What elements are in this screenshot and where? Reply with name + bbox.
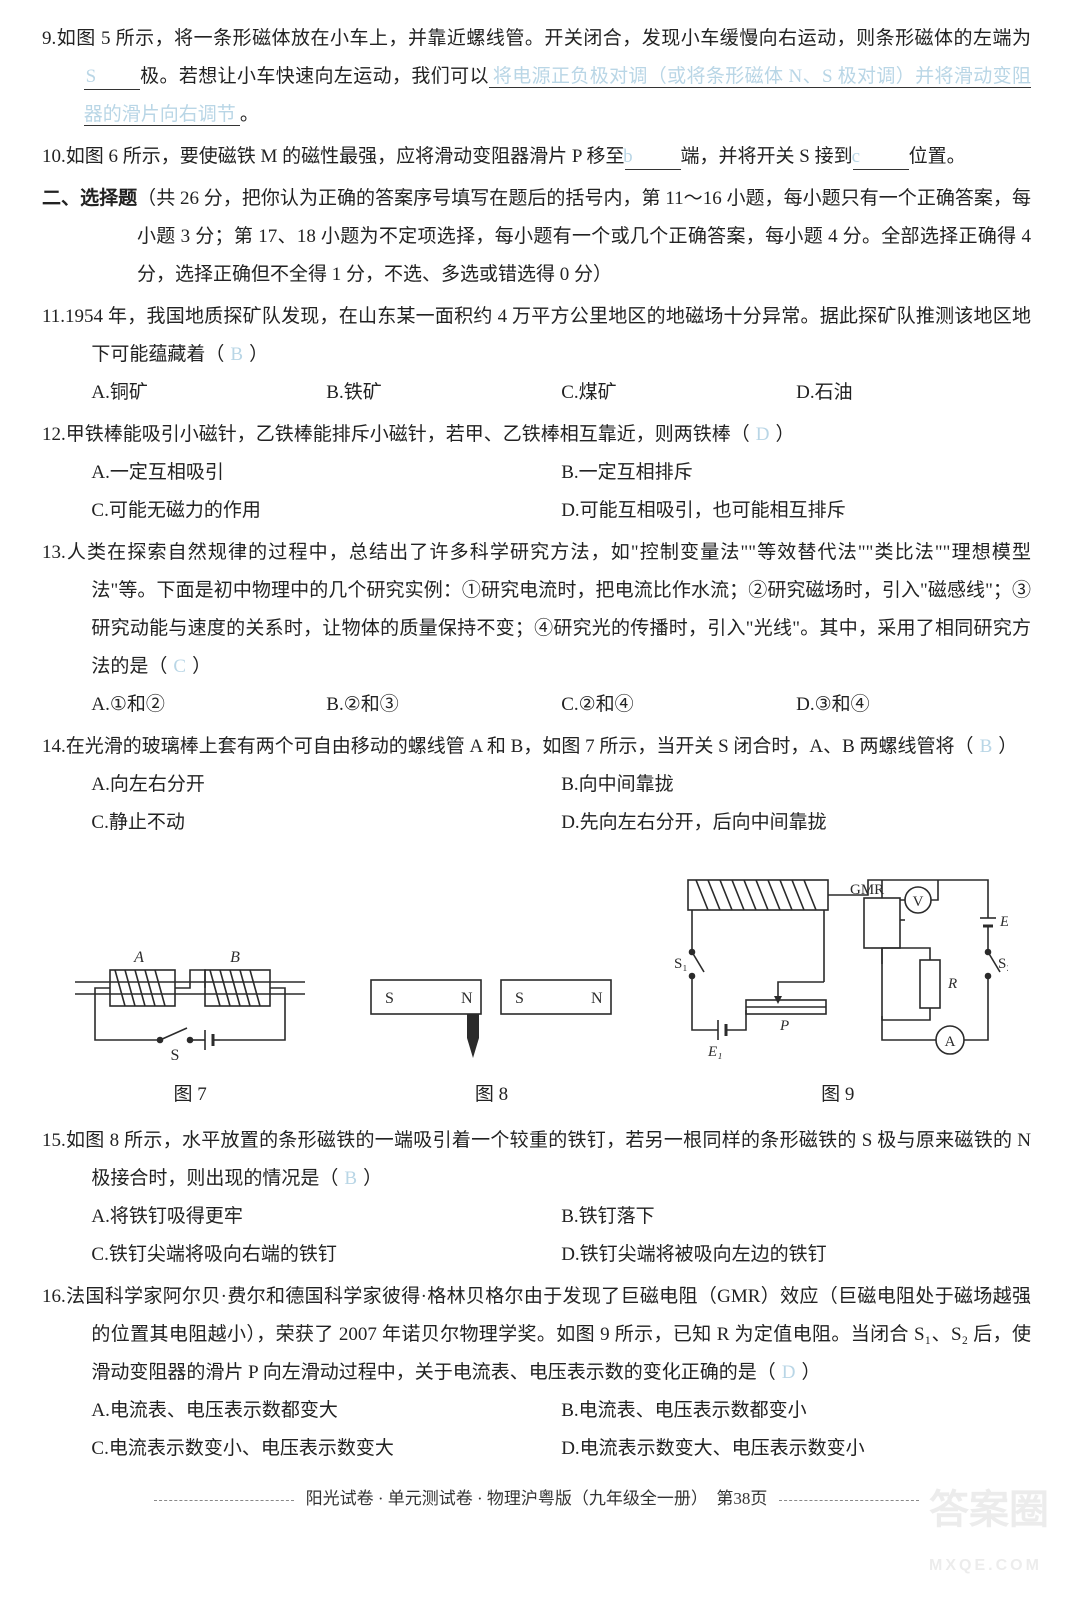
q11-stem: 1954 年，我国地质探矿队发现，在山东某一面积约 4 万平方公里地区的地磁场十… — [65, 306, 1031, 365]
figure-8-caption: 图 8 — [361, 1076, 621, 1114]
q16-ans: D — [776, 1362, 802, 1383]
figure-8-svg: S N S N — [361, 960, 621, 1070]
q10-num: 10. — [42, 146, 66, 167]
q11-close: ） — [249, 344, 268, 365]
q10-t2: 端，并将开关 S 接到 — [681, 146, 853, 167]
q10-ans1: b — [625, 146, 681, 170]
svg-text:R: R — [947, 976, 957, 992]
page-footer: 阳光试卷 · 单元测试卷 · 物理沪粤版（九年级全一册） 第38页 — [42, 1482, 1031, 1516]
q9-t2: 极。若想让小车快速向左运动，我们可以 — [140, 66, 489, 87]
q11-optA: A.铜矿 — [91, 374, 326, 412]
svg-text:A: A — [133, 949, 144, 966]
watermark-small: MXQE.COM — [929, 1550, 1049, 1582]
q16-optD: D.电流表示数变大、电压表示数变小 — [561, 1430, 1031, 1468]
svg-text:N: N — [461, 990, 473, 1007]
q15-stem: 如图 8 所示，水平放置的条形磁铁的一端吸引着一个较重的铁钉，若另一根同样的条形… — [66, 1130, 1031, 1189]
q16-close: ） — [802, 1362, 821, 1383]
svg-text:GMR: GMR — [850, 882, 884, 898]
q16-optB: B.电流表、电压表示数都变小 — [561, 1392, 1031, 1430]
q13-num: 13. — [42, 542, 66, 563]
q14-optB: B.向中间靠拢 — [561, 766, 1031, 804]
figure-7-caption: 图 7 — [65, 1076, 315, 1114]
q13: 13.人类在探索自然规律的过程中，总结出了许多科学研究方法，如"控制变量法""等… — [42, 534, 1031, 724]
figure-9-caption: 图 9 — [668, 1076, 1008, 1114]
q13-optA: A.①和② — [91, 686, 326, 724]
svg-text:E₂: E₂ — [999, 914, 1008, 930]
q9-t3: 。 — [240, 104, 259, 125]
q9-t1: 如图 5 所示，将一条形磁体放在小车上，并靠近螺线管。开关闭合，发现小车缓慢向右… — [56, 28, 1031, 49]
q12-optB: B.一定互相排斥 — [561, 454, 1031, 492]
q11-optB: B.铁矿 — [326, 374, 561, 412]
q10: 10.如图 6 所示，要使磁铁 M 的磁性最强，应将滑动变阻器滑片 P 移至b端… — [42, 138, 1031, 176]
q15-optD: D.铁钉尖端将被吸向左边的铁钉 — [561, 1236, 1031, 1274]
svg-text:S₂: S₂ — [998, 956, 1008, 972]
q15-ans: B — [338, 1168, 363, 1189]
q12-optC: C.可能无磁力的作用 — [91, 492, 561, 530]
svg-text:S: S — [515, 990, 524, 1007]
q16: 16.法国科学家阿尔贝·费尔和德国科学家彼得·格林贝格尔由于发现了巨磁电阻（GM… — [42, 1278, 1031, 1468]
q15-optA: A.将铁钉吸得更牢 — [91, 1198, 561, 1236]
svg-text:A: A — [944, 1034, 955, 1050]
q12-optD: D.可能互相吸引，也可能相互排斥 — [561, 492, 1031, 530]
q16-optA: A.电流表、电压表示数都变大 — [91, 1392, 561, 1430]
q14-stem: 在光滑的玻璃棒上套有两个可自由移动的螺线管 A 和 B，如图 7 所示，当开关 … — [66, 736, 974, 757]
q12-optA: A.一定互相吸引 — [91, 454, 561, 492]
q12: 12.甲铁棒能吸引小磁针，乙铁棒能排斥小磁针，若甲、乙铁棒相互靠近，则两铁棒（D… — [42, 416, 1031, 530]
q12-num: 12. — [42, 424, 66, 445]
q14-close: ） — [998, 736, 1017, 757]
q15-num: 15. — [42, 1130, 66, 1151]
figure-8: S N S N 图 8 — [361, 960, 621, 1114]
svg-text:E₁: E₁ — [707, 1044, 722, 1060]
q9-num: 9. — [42, 28, 56, 49]
q12-close: ） — [776, 424, 795, 445]
svg-text:S: S — [385, 990, 394, 1007]
q11-ans: B — [224, 344, 249, 365]
q12-stem: 甲铁棒能吸引小磁针，乙铁棒能排斥小磁针，若甲、乙铁棒相互靠近，则两铁棒（ — [66, 424, 750, 445]
svg-text:S: S — [171, 1047, 180, 1064]
q15: 15.如图 8 所示，水平放置的条形磁铁的一端吸引着一个较重的铁钉，若另一根同样… — [42, 1122, 1031, 1274]
section2-title: 二、选择题 — [42, 188, 137, 209]
q13-optD: D.③和④ — [796, 686, 1031, 724]
figure-7-svg: A B S — [65, 920, 315, 1070]
section2-instr: （共 26 分，把你认为正确的答案序号填写在题后的括号内，第 11～16 小题，… — [137, 188, 1031, 285]
figure-7: A B S 图 7 — [65, 920, 315, 1114]
q11-optD: D.石油 — [796, 374, 1031, 412]
q15-close: ） — [363, 1168, 382, 1189]
q11-optC: C.煤矿 — [561, 374, 796, 412]
svg-text:V: V — [912, 894, 923, 910]
q10-t1: 如图 6 所示，要使磁铁 M 的磁性最强，应将滑动变阻器滑片 P 移至 — [66, 146, 625, 167]
q14-num: 14. — [42, 736, 66, 757]
q14: 14.在光滑的玻璃棒上套有两个可自由移动的螺线管 A 和 B，如图 7 所示，当… — [42, 728, 1031, 842]
figure-9-svg: S₁ E₁ P GMR V — [668, 860, 1008, 1070]
svg-text:N: N — [591, 990, 603, 1007]
q11-num: 11. — [42, 306, 65, 327]
q10-t3: 位置。 — [909, 146, 966, 167]
q13-ans: C — [167, 656, 192, 677]
q14-optD: D.先向左右分开，后向中间靠拢 — [561, 804, 1031, 842]
q13-optB: B.②和③ — [326, 686, 561, 724]
svg-text:S₁: S₁ — [674, 956, 688, 972]
q16-stem: 法国科学家阿尔贝·费尔和德国科学家彼得·格林贝格尔由于发现了巨磁电阻（GMR）效… — [66, 1286, 1031, 1383]
figure-row: A B S 图 7 — [42, 860, 1031, 1114]
q12-ans: D — [750, 424, 776, 445]
svg-text:P: P — [779, 1018, 789, 1034]
q9: 9.如图 5 所示，将一条形磁体放在小车上，并靠近螺线管。开关闭合，发现小车缓慢… — [42, 20, 1031, 134]
q10-ans2: c — [853, 146, 909, 170]
figure-9: S₁ E₁ P GMR V — [668, 860, 1008, 1114]
q16-optC: C.电流表示数变小、电压表示数变大 — [91, 1430, 561, 1468]
q14-ans: B — [974, 736, 999, 757]
q11: 11.1954 年，我国地质探矿队发现，在山东某一面积约 4 万平方公里地区的地… — [42, 298, 1031, 412]
q16-num: 16. — [42, 1286, 66, 1307]
q13-optC: C.②和④ — [561, 686, 796, 724]
q14-optC: C.静止不动 — [91, 804, 561, 842]
q15-optB: B.铁钉落下 — [561, 1198, 1031, 1236]
svg-text:B: B — [230, 949, 240, 966]
q13-close: ） — [192, 656, 211, 677]
section2: 二、选择题（共 26 分，把你认为正确的答案序号填写在题后的括号内，第 11～1… — [42, 180, 1031, 294]
q14-optA: A.向左右分开 — [91, 766, 561, 804]
q9-ans1: S — [84, 66, 140, 90]
q15-optC: C.铁钉尖端将吸向右端的铁钉 — [91, 1236, 561, 1274]
